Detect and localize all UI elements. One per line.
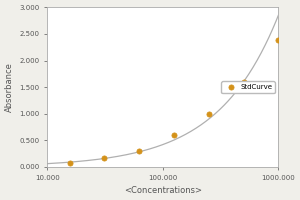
StdCurve: [67, 161, 72, 165]
Y-axis label: Absorbance: Absorbance: [5, 62, 14, 112]
StdCurve: [206, 112, 211, 115]
X-axis label: <Concentrations>: <Concentrations>: [124, 186, 202, 195]
StdCurve: [276, 39, 281, 42]
StdCurve: [137, 149, 142, 153]
StdCurve: [102, 157, 107, 160]
StdCurve: [241, 80, 246, 83]
StdCurve: [172, 133, 176, 137]
Legend: StdCurve: StdCurve: [221, 81, 275, 93]
